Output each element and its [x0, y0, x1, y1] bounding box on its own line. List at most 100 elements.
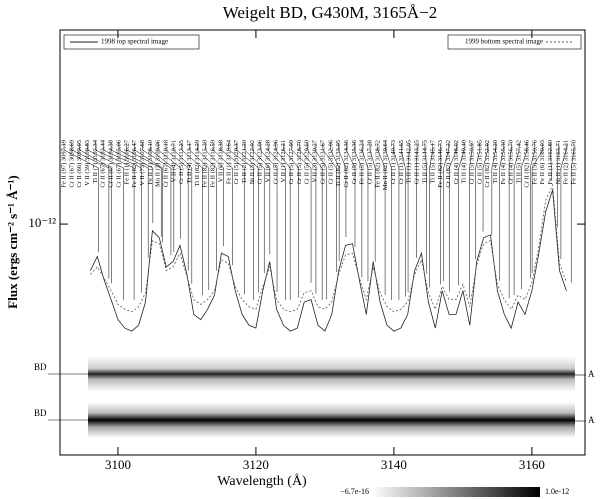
line-id-marker: [424, 143, 427, 274]
line-id-label: Ti II (2) 3121.20: [241, 140, 248, 183]
line-id-label: Fe II (1) 3106.27: [123, 139, 130, 184]
line-id-label: Cr II (5) 3151.85: [476, 140, 483, 184]
spectral-image-top: [88, 356, 575, 392]
chart-title: Weigelt BD, G430M, 3165Å−2: [223, 3, 438, 22]
legend-label: 1999 bottom spectral image: [465, 38, 543, 46]
line-id-marker: [267, 143, 286, 300]
line-id-label: V II (73) 3107.68: [139, 140, 146, 186]
line-id-label: Cr II (67) 3098.69: [68, 140, 75, 188]
line-id-marker: [142, 143, 172, 256]
line-id-marker: [306, 143, 323, 300]
line-id-label: Cr II (5) 3137.28: [366, 140, 373, 184]
line-id-label: Cr II (5) 3150.97: [468, 139, 475, 184]
legend-box: [447, 34, 582, 50]
line-id-marker: [197, 143, 217, 271]
line-id-label: Cr II (67) 3105.06: [115, 139, 122, 187]
line-id-label: V II (1) 3126.21: [280, 140, 287, 183]
line-id-label: V II (6) 3118.38: [217, 140, 224, 182]
line-id-label: Cr II (82) 3134.36: [343, 139, 350, 187]
line-id-label: Ti II (5) 3145.17: [429, 139, 436, 183]
line-id-marker: [181, 143, 203, 296]
x-axis-label: Wavelength (Å): [217, 473, 307, 489]
line-id-label: Ti II (5) 3144.75: [421, 140, 428, 183]
spectrum-line: [90, 183, 567, 313]
line-id-marker: [429, 143, 434, 288]
line-id-label: Fe II (82) 3116.59: [210, 140, 217, 187]
line-id-marker: [346, 143, 356, 248]
spectrum-line: [90, 189, 567, 332]
line-id-marker: [134, 143, 163, 243]
line-id-marker: [150, 143, 175, 252]
line-id-marker: [401, 143, 406, 297]
line-id-label: Cr II (67) 3103.44: [100, 139, 107, 187]
line-id-label: Fe II (5) 3136.24: [359, 139, 366, 184]
line-id-label: Ti II (82) 3114.29: [194, 140, 201, 186]
line-id-marker: [529, 143, 536, 279]
line-id-marker: [570, 143, 575, 283]
line-id-label: Fe II (82) 3106.47: [131, 139, 138, 187]
line-id-marker: [407, 143, 410, 293]
line-id-label: Cr II (82) 3147.22: [445, 140, 452, 188]
line-id-label: Cr II (5) 3120.37: [233, 139, 240, 184]
x-tick-label: 3160: [519, 457, 545, 472]
colorbar-max: 1.0e-12: [545, 487, 569, 496]
line-id-marker: [385, 143, 392, 300]
image-label: BD: [34, 362, 47, 372]
line-id-label: Ti II (4) 3149.40: [461, 140, 468, 183]
line-id-label: Cr II (82) 3158.46: [523, 139, 530, 187]
line-id-marker: [157, 143, 181, 239]
line-id-label: Fe II (2) 3164.21: [563, 140, 570, 184]
line-id-marker: [102, 143, 142, 293]
line-id-label: Cr II (5) 3123.06: [257, 139, 264, 184]
line-id-marker: [560, 143, 567, 260]
line-id-label: Fe II (82) 3138.72: [374, 140, 381, 188]
line-id-marker: [354, 143, 363, 278]
line-id-marker: [557, 143, 559, 228]
line-id-label: Cr II (5) 3129.60: [304, 140, 311, 184]
line-id-marker: [513, 143, 520, 296]
line-id-marker: [550, 143, 552, 180]
line-id-marker: [63, 143, 99, 253]
line-id-label: Fe II (1) 3108.10: [147, 140, 154, 184]
line-id-marker: [330, 143, 340, 261]
line-id-marker: [71, 143, 110, 279]
line-id-marker: [469, 143, 473, 299]
line-id-marker: [416, 143, 418, 258]
line-id-marker: [369, 143, 376, 262]
line-id-label: Ni II (3) 3122.02: [249, 140, 256, 184]
line-id-marker: [212, 143, 233, 266]
line-id-marker: [204, 143, 224, 247]
line-id-label: Cr II (5) 3128.70: [296, 140, 303, 184]
line-id-marker: [499, 143, 504, 281]
line-id-label: Ti II (1) 3142.05: [406, 140, 413, 183]
line-id-label: V II (39) 3100.83: [84, 140, 91, 186]
line-id-label: Ti II (82) 3133.05: [335, 140, 342, 187]
line-id-marker: [291, 143, 312, 283]
line-id-label: Ti II (5) 3157.42: [516, 140, 523, 183]
line-id-label: Mn II (3) 3109.06: [155, 139, 162, 187]
line-id-label: Cr II (5) 3124.96: [272, 139, 279, 184]
line-id-marker: [491, 143, 496, 236]
line-id-label: Mn II (82) 3139.64: [382, 139, 389, 190]
line-id-marker: [458, 143, 465, 286]
line-id-marker: [531, 143, 543, 274]
line-id-marker: [448, 143, 457, 292]
line-id-marker: [110, 143, 149, 258]
line-id-marker: [165, 143, 189, 271]
line-id-marker: [236, 143, 259, 293]
x-tick-label: 3120: [243, 457, 269, 472]
line-id-marker: [338, 143, 347, 238]
line-id-marker: [475, 143, 481, 260]
line-id-marker: [244, 143, 265, 274]
y-tick-label: 10⁻¹²: [28, 215, 56, 230]
line-id-marker: [314, 143, 328, 300]
image-label: BD: [34, 408, 47, 418]
line-id-label: Cr II (4) 3148.02: [453, 140, 460, 184]
legend-label: 1998 top spectral image: [101, 38, 168, 46]
line-id-label: Fe II (97) 3097.19: [60, 140, 67, 188]
line-id-label: Cr II (1) 3140.73: [390, 140, 397, 184]
line-id-label: Fe II (5) 3159.76: [531, 139, 538, 184]
line-id-label: Cr II (5) 3135.36: [351, 139, 358, 184]
line-id-marker: [220, 143, 245, 295]
